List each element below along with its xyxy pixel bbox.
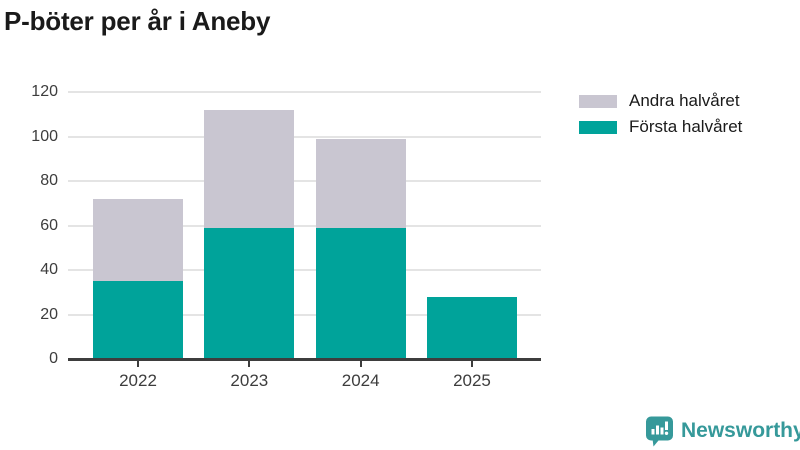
x-tick-2024 bbox=[359, 360, 362, 367]
y-tick-label-60: 60 bbox=[40, 216, 58, 234]
bar-2025-första-halvåret bbox=[426, 296, 517, 359]
x-tick-2025 bbox=[470, 360, 473, 367]
bar-2024-första-halvåret bbox=[315, 227, 406, 359]
y-tick-label-120: 120 bbox=[31, 83, 58, 100]
bar-2024-andra-halvåret bbox=[315, 138, 406, 228]
bar-2023-andra-halvåret bbox=[204, 109, 295, 228]
legend-swatch bbox=[579, 94, 617, 108]
legend: Andra halvåret Första halvåret bbox=[579, 88, 742, 140]
newsworthy-branding[interactable]: Newsworthy bbox=[644, 415, 800, 447]
y-tick-label-40: 40 bbox=[40, 261, 58, 278]
plot-area: 0 20 40 60 80 100 120 2022 2023 2024 2025 bbox=[31, 83, 541, 390]
x-tick-label-2023: 2023 bbox=[230, 371, 269, 390]
bar-2022-första-halvåret bbox=[93, 281, 183, 359]
gridline-80 bbox=[68, 180, 541, 182]
bar-2023-första-halvåret bbox=[204, 227, 295, 359]
y-tick-label-80: 80 bbox=[40, 172, 58, 189]
x-tick-label-2022: 2022 bbox=[119, 371, 157, 390]
gridline-120 bbox=[68, 91, 541, 93]
chart-title: P-böter per år i Aneby bbox=[4, 6, 271, 36]
legend-item-andra-halvåret: Andra halvåret bbox=[579, 88, 742, 114]
x-tick-label-2025: 2025 bbox=[453, 371, 491, 390]
x-axis-line bbox=[68, 358, 541, 361]
gridline-60 bbox=[68, 224, 541, 227]
x-tick-2023 bbox=[248, 360, 251, 367]
legend-label: Andra halvåret bbox=[629, 91, 740, 110]
gridline-100 bbox=[68, 135, 541, 138]
legend-item-första-halvåret: Första halvåret bbox=[579, 114, 742, 140]
gridline-20 bbox=[68, 313, 541, 316]
newsworthy-bubble-chart-icon bbox=[644, 415, 675, 447]
legend-swatch bbox=[579, 120, 617, 134]
x-tick-2022 bbox=[137, 360, 139, 367]
legend-label: Första halvåret bbox=[629, 117, 743, 136]
newsworthy-label: Newsworthy bbox=[681, 419, 800, 442]
y-tick-label-0: 0 bbox=[49, 350, 58, 367]
bar-2022-andra-halvåret bbox=[93, 198, 183, 282]
x-tick-label-2024: 2024 bbox=[341, 371, 380, 390]
y-tick-label-20: 20 bbox=[40, 305, 58, 323]
gridline-40 bbox=[68, 269, 541, 271]
y-tick-label-100: 100 bbox=[31, 127, 58, 145]
